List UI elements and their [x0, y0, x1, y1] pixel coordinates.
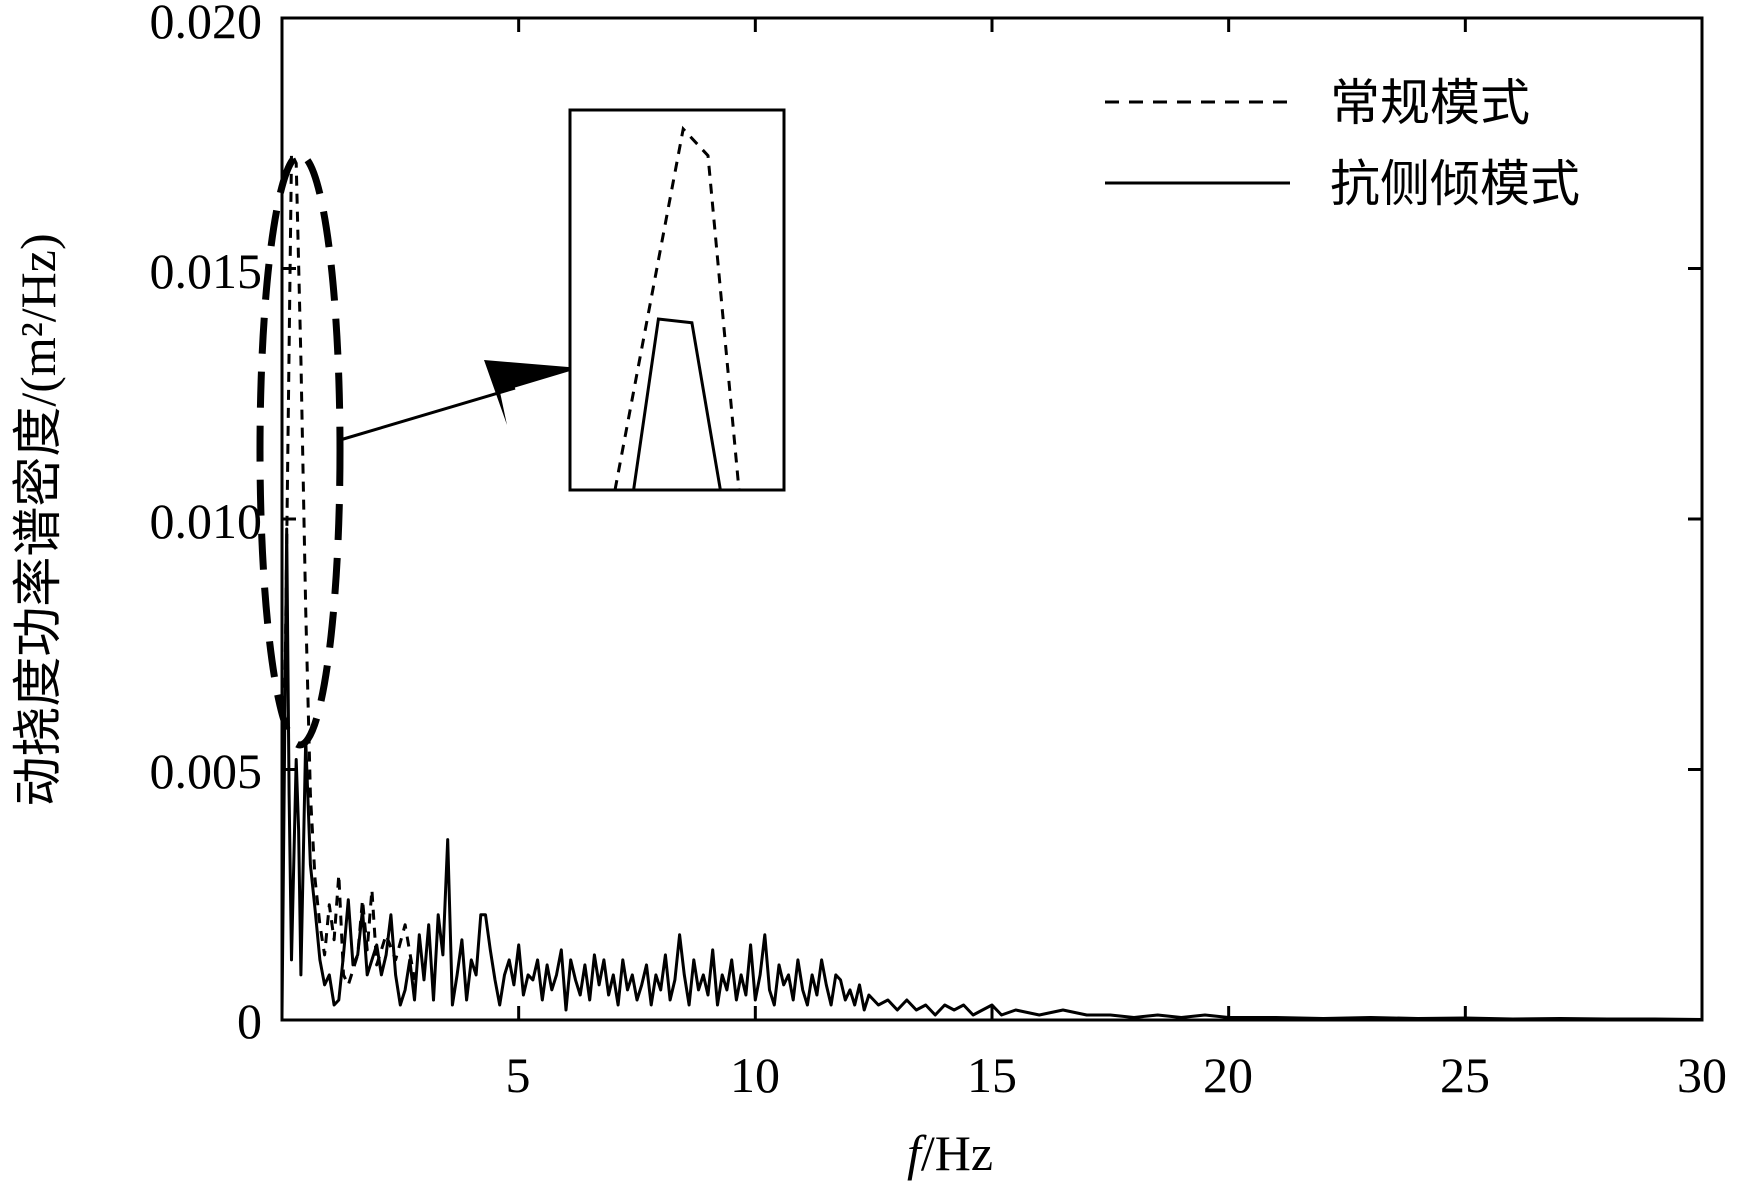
- x-tick-labels: 5 10 15 20 25 30: [506, 1047, 1728, 1103]
- x-axis-title-unit: /Hz: [921, 1125, 993, 1181]
- highlight-ellipse: [256, 151, 344, 749]
- series-layer: [280, 151, 1703, 1021]
- inset-series-line-0: [613, 125, 741, 491]
- legend: 常规模式 抗侧倾模式: [1105, 75, 1580, 212]
- x-tick-label: 30: [1677, 1047, 1727, 1103]
- legend-label: 抗侧倾模式: [1330, 156, 1580, 212]
- y-tick-labels: 0 0.005 0.010 0.015 0.020: [150, 0, 263, 1049]
- inset-series-line-1: [632, 317, 722, 491]
- y-axis-title: 动挠度功率谱密度/(m²/Hz): [10, 233, 66, 806]
- y-tick-label: 0: [237, 993, 262, 1049]
- x-tick-label: 20: [1203, 1047, 1253, 1103]
- x-tick-label: 15: [967, 1047, 1017, 1103]
- x-axis-title: f/Hz: [907, 1125, 993, 1181]
- inset-series-layer: [613, 125, 741, 491]
- x-tick-label: 25: [1440, 1047, 1490, 1103]
- legend-label: 常规模式: [1330, 75, 1530, 131]
- series-line-1: [280, 527, 1703, 1021]
- inset-zoom: [568, 108, 786, 492]
- inset-frame: [568, 108, 786, 492]
- x-tick-label: 10: [730, 1047, 780, 1103]
- plot-frame: [280, 16, 1704, 1022]
- y-tick-label: 0.005: [150, 743, 263, 799]
- y-tick-label: 0.010: [150, 493, 263, 549]
- callout-arrow: [339, 360, 580, 442]
- y-tick-label: 0.020: [150, 0, 263, 49]
- y-tick-label: 0.015: [150, 243, 263, 299]
- x-tick-label: 5: [506, 1047, 531, 1103]
